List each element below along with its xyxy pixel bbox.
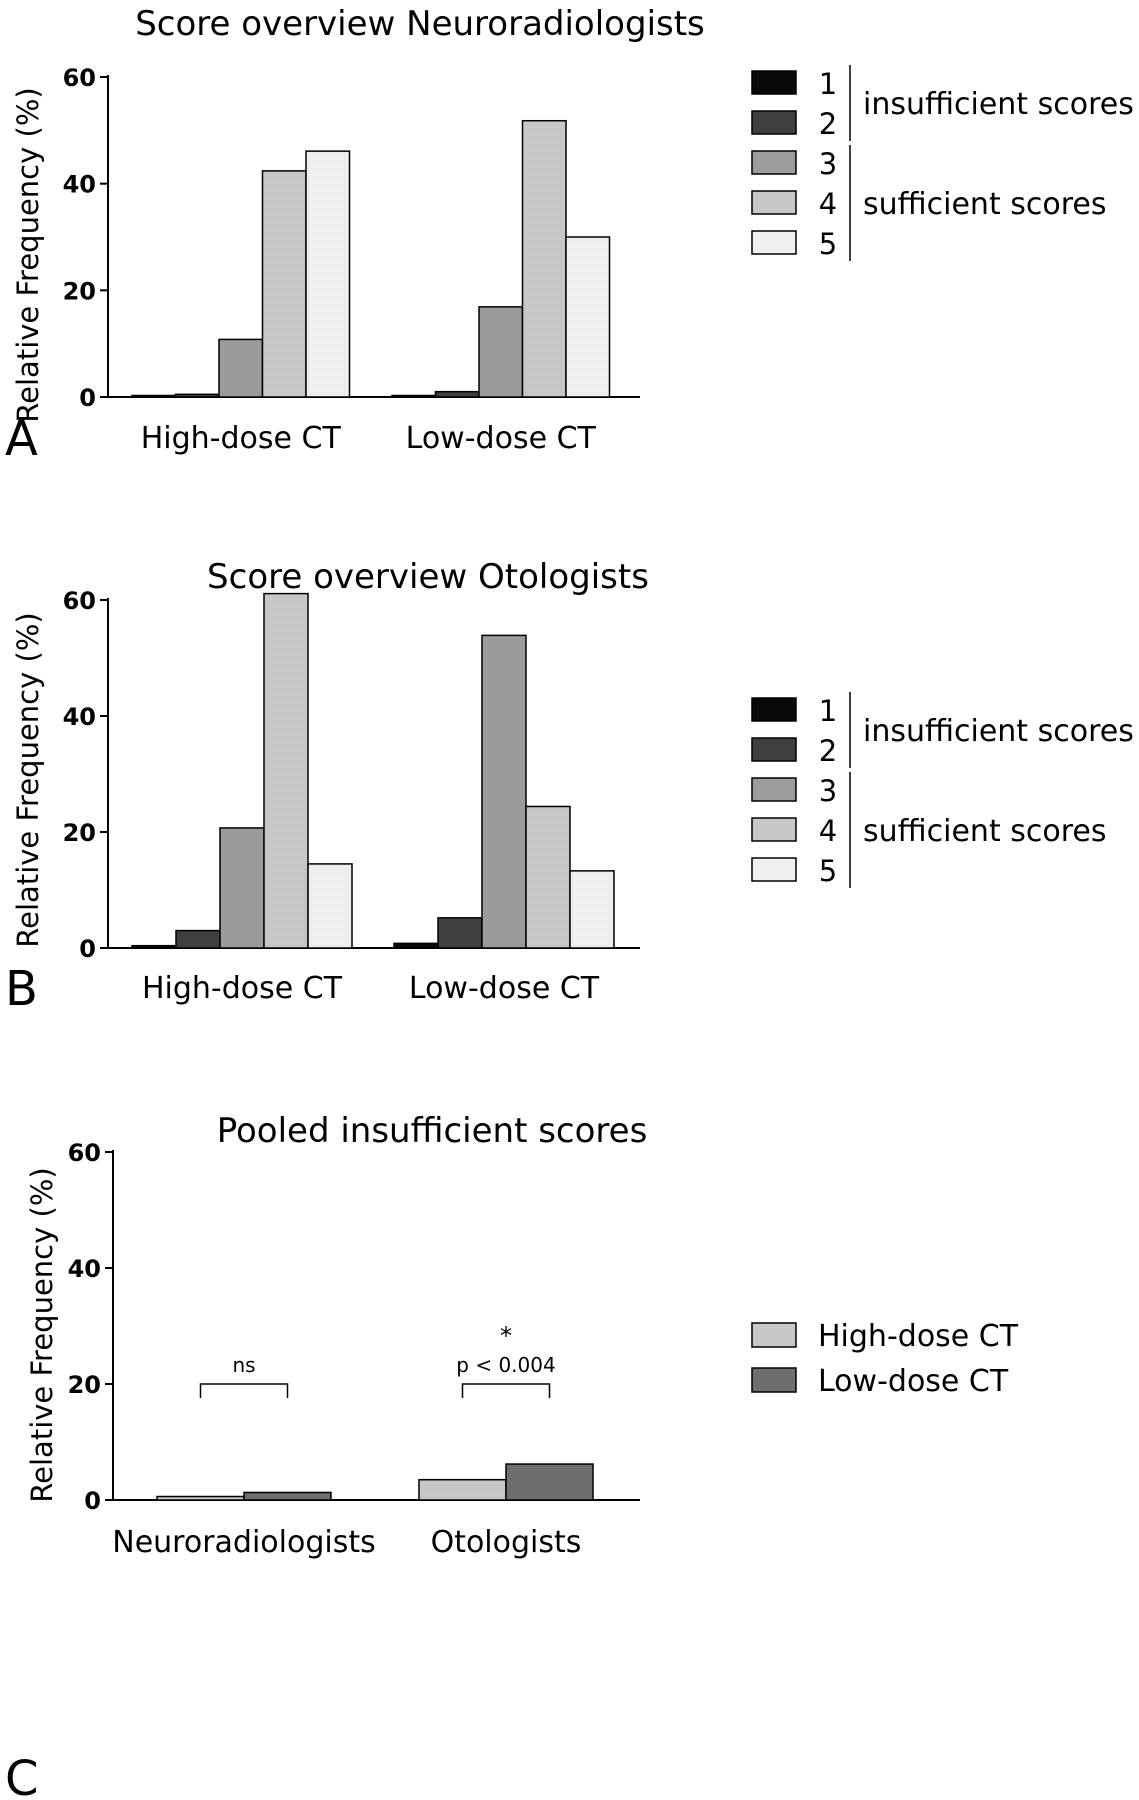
legend-swatch-score-1 <box>751 70 797 95</box>
legend-swatch-score-3 <box>751 777 797 802</box>
bar-texture <box>435 391 479 397</box>
legend-label-score-4: 4 <box>819 187 837 221</box>
legend-label-score-2: 2 <box>819 107 837 141</box>
significance-label: ns <box>232 1353 255 1377</box>
legend-swatch-score-4 <box>751 190 797 215</box>
legend-swatch-high-dose-ct <box>751 1322 797 1348</box>
bar-texture <box>479 306 523 397</box>
legend-label-low-dose-ct: Low-dose CT <box>818 1364 1009 1399</box>
chart-c-panel-letter: C <box>5 1751 39 1800</box>
y-tick-label: 60 <box>68 1139 101 1167</box>
bar-texture <box>394 943 438 948</box>
y-tick-label: 40 <box>68 1255 101 1283</box>
chart-a: Score overview Neuroradiologists Relativ… <box>5 4 705 467</box>
y-tick-label: 60 <box>63 587 96 615</box>
bar-texture <box>175 394 219 397</box>
bar-texture <box>219 339 263 397</box>
bar-texture <box>157 1496 244 1500</box>
y-tick-label: 0 <box>84 1487 101 1515</box>
bar-texture <box>264 593 308 948</box>
legend-label-score-1: 1 <box>819 67 837 101</box>
legend-swatch-score-4 <box>751 817 797 842</box>
legend-label-score-5: 5 <box>819 854 837 888</box>
chart-a-plot: 0 20 40 60 High-dose CT Low-dose CT <box>63 64 640 456</box>
bar-texture <box>262 170 306 397</box>
legend-group-insufficient: insufficient scores <box>863 714 1134 749</box>
y-tick-label: 0 <box>79 935 96 963</box>
legend-group-sufficient: sufficient scores <box>863 187 1107 222</box>
bar-texture <box>132 395 176 397</box>
bar-texture <box>570 870 614 948</box>
x-category-label: Otologists <box>431 1525 582 1560</box>
chart-a-panel-letter: A <box>5 411 38 467</box>
y-tick-label: 20 <box>63 277 96 305</box>
bar-texture <box>244 1492 331 1500</box>
chart-a-title: Score overview Neuroradiologists <box>135 4 705 44</box>
bar-texture <box>506 1464 593 1500</box>
bar-texture <box>306 151 350 397</box>
y-tick-label: 20 <box>63 819 96 847</box>
bar-texture <box>176 930 220 948</box>
legend-swatch-low-dose-ct <box>751 1367 797 1393</box>
y-tick-label: 40 <box>63 703 96 731</box>
legend-label-high-dose-ct: High-dose CT <box>818 1319 1019 1354</box>
bar-texture <box>566 237 610 397</box>
x-category-label: Neuroradiologists <box>112 1525 375 1560</box>
bar-texture <box>482 635 526 948</box>
chart-c-plot: 0 20 40 60 Neuroradiologists Otologists ns p < … <box>68 1139 640 1560</box>
legend-group-sufficient: sufficient scores <box>863 814 1107 849</box>
significance-bracket <box>199 1383 289 1398</box>
x-category-label: Low-dose CT <box>406 421 597 456</box>
x-category-label: Low-dose CT <box>409 971 600 1006</box>
chart-b-title: Score overview Otologists <box>207 557 649 597</box>
legend-swatch-score-5 <box>751 857 797 882</box>
bar-texture <box>132 945 176 948</box>
legend-group-insufficient: insufficient scores <box>863 87 1134 122</box>
legend-swatch-score-2 <box>751 110 797 135</box>
chart-b-plot: 0 20 40 60 High-dose CT Low-dose CT <box>63 587 640 1006</box>
bar-texture <box>308 863 352 948</box>
bar-texture <box>419 1479 506 1500</box>
bar-texture <box>438 917 482 948</box>
chart-a-legend: 1 2 3 4 5 insufficient scores sufficient score… <box>751 65 1134 261</box>
chart-b-panel-letter: B <box>5 961 38 1017</box>
x-category-label: High-dose CT <box>142 971 343 1006</box>
chart-b-ylabel: Relative Frequency (%) <box>11 612 45 947</box>
y-tick-label: 0 <box>79 384 96 412</box>
chart-c-legend: High-dose CT Low-dose CT <box>751 1319 1019 1399</box>
legend-label-score-3: 3 <box>819 147 837 181</box>
x-category-label: High-dose CT <box>141 421 342 456</box>
chart-c-ylabel: Relative Frequency (%) <box>25 1167 59 1502</box>
y-tick-label: 40 <box>63 171 96 199</box>
chart-c-title: Pooled insufficient scores <box>217 1111 648 1151</box>
y-tick-label: 20 <box>68 1371 101 1399</box>
significance-star: * <box>500 1322 512 1350</box>
legend-label-score-4: 4 <box>819 814 837 848</box>
bar-texture <box>220 827 264 948</box>
bar-texture <box>522 120 566 397</box>
y-tick-label: 60 <box>63 64 96 92</box>
legend-swatch-score-5 <box>751 230 797 255</box>
legend-label-score-2: 2 <box>819 734 837 768</box>
chart-c: Pooled insufficient scores Relative Freq… <box>5 1111 647 1800</box>
chart-b-legend: 1 2 3 4 5 insufficient scores sufficient score… <box>751 692 1134 888</box>
legend-label-score-3: 3 <box>819 774 837 808</box>
bar-texture <box>392 395 436 397</box>
legend-label-score-1: 1 <box>819 694 837 728</box>
chart-b: Score overview Otologists Relative Frequ… <box>5 557 649 1017</box>
significance-label: p < 0.004 <box>456 1353 555 1377</box>
bar-texture <box>526 806 570 948</box>
legend-swatch-score-2 <box>751 737 797 762</box>
legend-label-score-5: 5 <box>819 227 837 261</box>
chart-a-ylabel: Relative Frequency (%) <box>11 87 45 422</box>
significance-bracket <box>461 1383 551 1398</box>
legend-swatch-score-1 <box>751 697 797 722</box>
legend-swatch-score-3 <box>751 150 797 175</box>
